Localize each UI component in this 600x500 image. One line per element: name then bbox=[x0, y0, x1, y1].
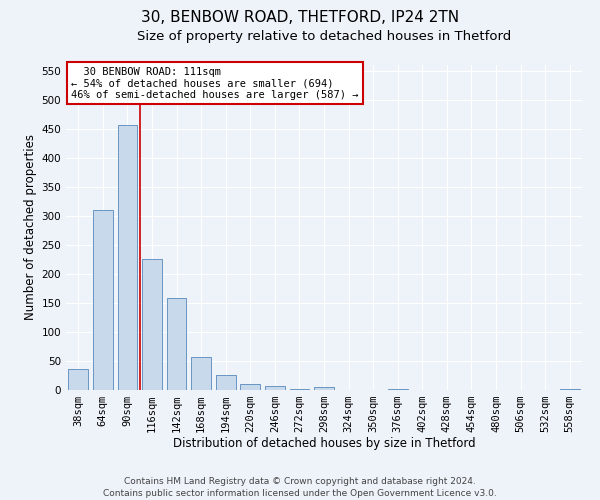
Text: Contains HM Land Registry data © Crown copyright and database right 2024.
Contai: Contains HM Land Registry data © Crown c… bbox=[103, 476, 497, 498]
Bar bbox=[93, 210, 113, 390]
Bar bbox=[314, 386, 334, 390]
Bar bbox=[191, 357, 211, 390]
Bar bbox=[68, 368, 88, 390]
Text: 30, BENBOW ROAD, THETFORD, IP24 2TN: 30, BENBOW ROAD, THETFORD, IP24 2TN bbox=[141, 10, 459, 25]
Bar bbox=[560, 389, 580, 390]
X-axis label: Distribution of detached houses by size in Thetford: Distribution of detached houses by size … bbox=[173, 436, 475, 450]
Text: 30 BENBOW ROAD: 111sqm  
← 54% of detached houses are smaller (694)
46% of semi-: 30 BENBOW ROAD: 111sqm ← 54% of detached… bbox=[71, 66, 359, 100]
Bar bbox=[118, 125, 137, 390]
Title: Size of property relative to detached houses in Thetford: Size of property relative to detached ho… bbox=[137, 30, 511, 43]
Bar bbox=[167, 298, 187, 390]
Bar bbox=[216, 376, 236, 390]
Bar bbox=[241, 384, 260, 390]
Bar bbox=[265, 386, 284, 390]
Bar bbox=[142, 259, 162, 390]
Y-axis label: Number of detached properties: Number of detached properties bbox=[24, 134, 37, 320]
